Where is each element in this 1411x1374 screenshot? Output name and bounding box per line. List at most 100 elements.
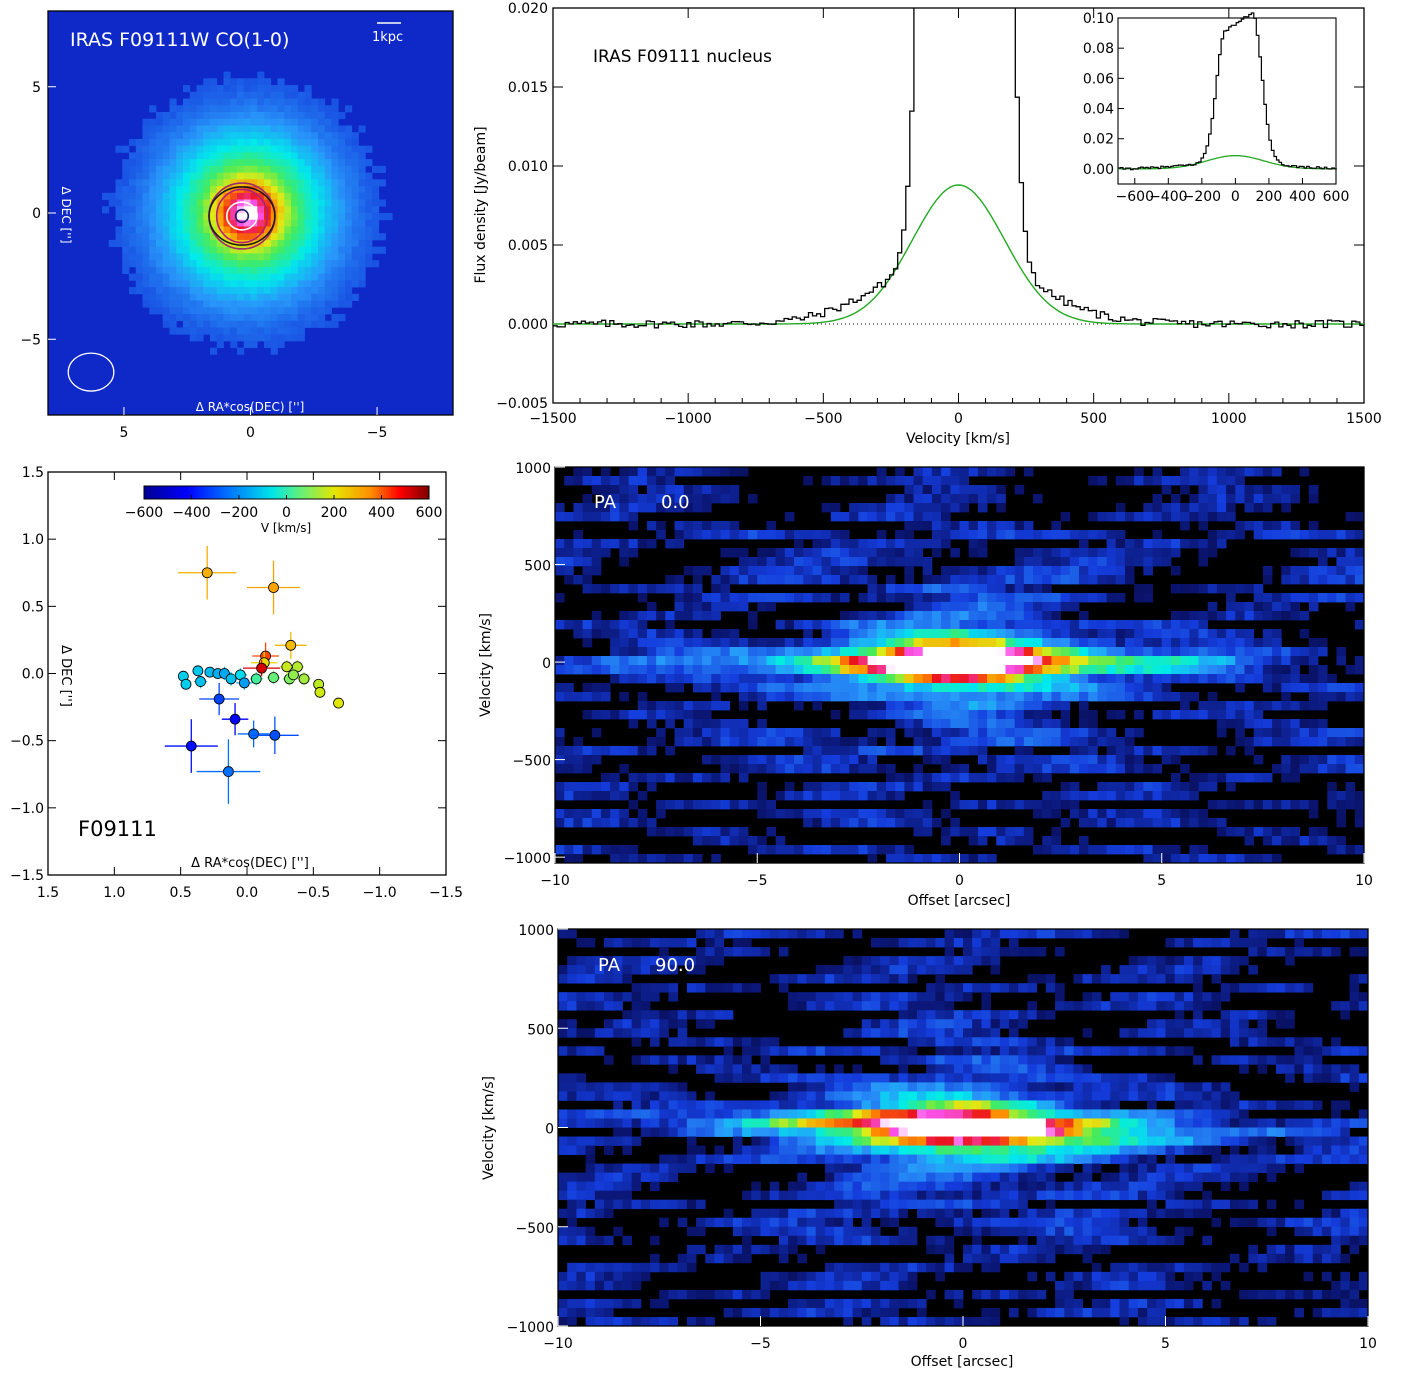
colorbar-segment: [367, 486, 371, 499]
pv-pixel: [555, 782, 565, 792]
map-pixel: [304, 172, 312, 180]
pv-pixel: [1244, 629, 1255, 639]
pv-pixel: [812, 593, 822, 603]
pv-pixel: [1115, 656, 1126, 666]
pv-pixel: [913, 719, 924, 729]
map-pixel: [372, 246, 380, 254]
pv-pixel: [1147, 974, 1157, 984]
pv-pixel: [1119, 929, 1130, 939]
map-pixel: [318, 132, 326, 140]
pv-pixel: [775, 548, 786, 558]
pv-pixel: [895, 710, 905, 720]
map-pixel: [210, 118, 218, 126]
pv-pixel: [987, 728, 997, 738]
map-pixel: [270, 340, 278, 349]
pv-pixel: [1027, 1046, 1038, 1056]
pv-pixel: [968, 584, 979, 594]
map-pixel: [203, 85, 211, 93]
map-pixel: [351, 266, 359, 274]
map-pixel: [304, 213, 312, 221]
pv-pixel: [692, 494, 703, 504]
pv-pixel: [738, 602, 749, 612]
x-tick-label: 5: [1157, 873, 1166, 889]
pv-pixel: [941, 665, 951, 675]
pv-pixel: [714, 947, 725, 957]
pv-pixel: [555, 683, 565, 693]
pv-pixel: [916, 1082, 927, 1092]
pv-pixel: [1198, 854, 1209, 864]
map-pixel: [203, 78, 211, 86]
pv-pixel: [913, 521, 924, 531]
pv-pixel: [1285, 1010, 1295, 1020]
map-pixel: [142, 266, 150, 274]
pv-pixel: [656, 701, 666, 711]
pv-pixel: [1115, 674, 1126, 684]
pv-pixel: [922, 494, 933, 504]
map-pixel: [264, 105, 272, 113]
pv-pixel: [812, 620, 822, 630]
colorbar-segment: [402, 486, 406, 499]
pv-pixel: [1161, 692, 1172, 702]
pv-pixel: [849, 566, 859, 576]
map-pixel: [365, 199, 373, 207]
pv-pixel: [1354, 755, 1365, 765]
map-pixel: [250, 273, 258, 281]
pv-pixel: [968, 530, 979, 540]
pv-pixel: [1253, 719, 1264, 729]
pv-pixel: [1124, 575, 1135, 585]
pv-pixel: [1137, 956, 1148, 966]
map-pixel: [291, 307, 299, 315]
pv-pixel: [1226, 827, 1236, 837]
map-pixel: [297, 253, 305, 261]
pv-pixel: [1079, 701, 1089, 711]
map-pixel: [297, 213, 305, 221]
pv-pixel: [1069, 656, 1080, 666]
map-pixel: [176, 145, 184, 153]
map-pixel: [277, 85, 285, 93]
map-pixel: [129, 246, 137, 254]
pv-pixel: [702, 665, 712, 675]
pv-pixel: [867, 737, 878, 747]
pv-pixel: [1119, 1082, 1130, 1092]
map-pixel: [210, 213, 218, 221]
pv-pixel: [1060, 620, 1071, 630]
map-pixel: [358, 186, 366, 194]
pv-pixel: [1235, 602, 1245, 612]
pv-pixel: [968, 773, 979, 783]
pv-pixel: [1124, 764, 1135, 774]
pv-pixel: [1253, 665, 1264, 675]
map-pixel: [257, 300, 265, 308]
pv-pixel: [766, 548, 777, 558]
map-pixel: [203, 226, 211, 234]
map-pixel: [196, 91, 204, 99]
map-pixel: [149, 280, 157, 288]
x-tick-label: 0: [246, 425, 255, 441]
pv-pixel: [941, 647, 951, 657]
pv-pixel: [1143, 809, 1153, 819]
pv-pixel: [812, 638, 822, 648]
pv-pixel: [1235, 854, 1245, 864]
pv-pixel: [1051, 692, 1062, 702]
pv-pixel: [766, 845, 777, 855]
pv-pixel: [610, 629, 620, 639]
pv-pixel: [775, 809, 786, 819]
pv-pixel: [1042, 629, 1052, 639]
pv-pixel: [613, 1028, 623, 1038]
map-pixel: [162, 152, 170, 160]
pv-pixel: [1014, 674, 1025, 684]
pv-pixel: [692, 854, 703, 864]
pv-pixel: [815, 965, 826, 975]
pv-pixel: [858, 674, 868, 684]
pv-pixel: [1262, 827, 1273, 837]
map-pixel: [270, 266, 278, 274]
pv-pixel: [1193, 1001, 1203, 1011]
map-pixel: [358, 125, 366, 133]
pv-pixel: [1134, 692, 1144, 702]
pv-pixel: [895, 476, 905, 486]
map-pixel: [223, 320, 231, 328]
map-pixel: [264, 132, 272, 140]
pv-pixel: [876, 512, 887, 522]
pv-pixel: [1321, 947, 1332, 957]
pv-pixel: [1079, 674, 1089, 684]
pv-pixel: [1124, 566, 1135, 576]
